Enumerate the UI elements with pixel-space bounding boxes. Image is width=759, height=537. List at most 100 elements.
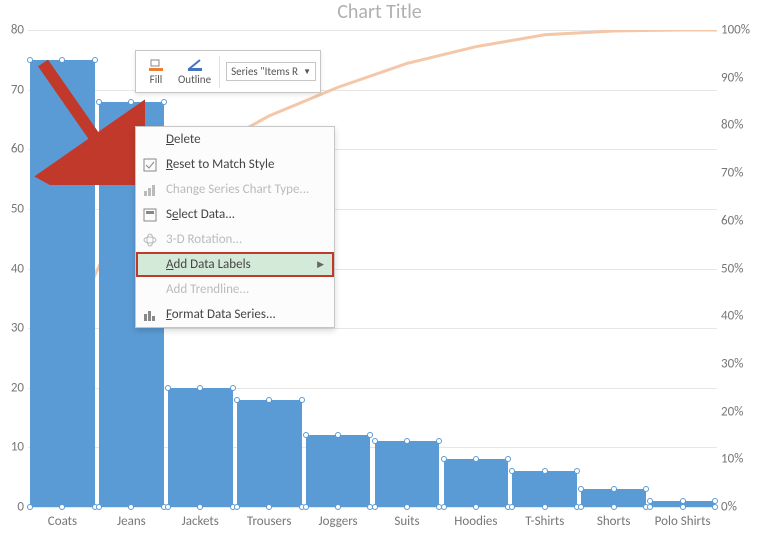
chevron-down-icon: ▼: [303, 67, 311, 77]
outline-button[interactable]: Outline: [172, 55, 217, 88]
y-right-tick-label: 30%: [721, 356, 759, 371]
selection-handle[interactable]: [542, 468, 548, 474]
x-tick-label: Suits: [394, 514, 419, 529]
selection-handle[interactable]: [578, 486, 584, 492]
selection-handle[interactable]: [404, 438, 410, 444]
x-tick-label: Jeans: [117, 514, 146, 529]
x-tick-label: Polo Shirts: [655, 514, 711, 529]
selection-handle[interactable]: [509, 468, 515, 474]
y-right-tick-label: 60%: [721, 213, 759, 228]
menu-item-format-data-series[interactable]: Format Data Series...: [136, 302, 334, 327]
bar[interactable]: [512, 471, 577, 507]
selection-handle[interactable]: [335, 504, 341, 510]
bar[interactable]: [375, 441, 440, 507]
selection-handle[interactable]: [509, 504, 515, 510]
selection-handle[interactable]: [404, 504, 410, 510]
x-tick-label: Shorts: [597, 514, 631, 529]
selection-handle[interactable]: [303, 504, 309, 510]
selection-handle[interactable]: [303, 432, 309, 438]
selection-handle[interactable]: [128, 504, 134, 510]
selection-handle[interactable]: [372, 504, 378, 510]
fill-button[interactable]: Fill: [140, 55, 172, 88]
mini-toolbar: Fill Outline Series "Items R ▼: [135, 50, 321, 93]
menu-item-delete[interactable]: Delete: [136, 127, 334, 152]
menu-item-label: Format Data Series...: [166, 307, 276, 322]
y-left-tick-label: 0: [0, 500, 24, 515]
menu-item-label: Delete: [166, 132, 201, 147]
menu-item-select-data[interactable]: Select Data...: [136, 202, 334, 227]
selection-handle[interactable]: [473, 504, 479, 510]
x-tick-label: Coats: [48, 514, 77, 529]
y-left-tick-label: 10: [0, 440, 24, 455]
menu-item-reset-to-match-style[interactable]: Reset to Match Style: [136, 152, 334, 177]
selection-handle[interactable]: [441, 504, 447, 510]
bar[interactable]: [168, 388, 233, 507]
selection-handle[interactable]: [542, 504, 548, 510]
selection-handle[interactable]: [335, 432, 341, 438]
fill-icon: [146, 57, 166, 73]
context-menu: Delete Reset to Match StyleChange Series …: [135, 126, 335, 328]
chevron-right-icon: ▶: [317, 259, 324, 270]
x-tick-label: Jackets: [182, 514, 219, 529]
series-selector-label: Series "Items R: [231, 65, 298, 78]
selection-handle[interactable]: [234, 397, 240, 403]
x-tick-label: Hoodies: [454, 514, 497, 529]
selection-handle[interactable]: [611, 504, 617, 510]
selection-handle[interactable]: [165, 385, 171, 391]
selection-handle[interactable]: [59, 57, 65, 63]
y-right-tick-label: 20%: [721, 404, 759, 419]
menu-item-label: Add Data Labels: [166, 257, 251, 272]
menu-item-change-series-chart-type: Change Series Chart Type...: [136, 177, 334, 202]
y-right-tick-label: 80%: [721, 118, 759, 133]
selection-handle[interactable]: [372, 438, 378, 444]
bar-series[interactable]: CoatsJeansJacketsTrousersJoggersSuitsHoo…: [28, 30, 717, 507]
y-right-tick-label: 0%: [721, 500, 759, 515]
fill-label: Fill: [150, 73, 163, 86]
format-icon: [142, 307, 158, 323]
selection-handle[interactable]: [197, 385, 203, 391]
selection-handle[interactable]: [165, 504, 171, 510]
selection-handle[interactable]: [712, 504, 718, 510]
selection-handle[interactable]: [647, 504, 653, 510]
y-left-tick-label: 30: [0, 321, 24, 336]
selection-handle[interactable]: [59, 504, 65, 510]
bar[interactable]: [444, 459, 509, 507]
selection-handle[interactable]: [96, 504, 102, 510]
chart-plot-area[interactable]: 010203040506070800%10%20%30%40%50%60%70%…: [28, 30, 717, 507]
rotation-3d-icon: [142, 232, 158, 248]
selection-handle[interactable]: [611, 486, 617, 492]
y-left-tick-label: 40: [0, 261, 24, 276]
bar[interactable]: [30, 60, 95, 507]
selection-handle[interactable]: [96, 99, 102, 105]
selection-handle[interactable]: [441, 456, 447, 462]
selection-handle[interactable]: [197, 504, 203, 510]
selection-handle[interactable]: [680, 504, 686, 510]
bar[interactable]: [237, 400, 302, 507]
selection-handle[interactable]: [27, 57, 33, 63]
select-data-icon: [142, 207, 158, 223]
menu-item-add-trendline: Add Trendline...: [136, 277, 334, 302]
selection-handle[interactable]: [578, 504, 584, 510]
bar[interactable]: [581, 489, 646, 507]
selection-handle[interactable]: [266, 397, 272, 403]
selection-handle[interactable]: [473, 456, 479, 462]
menu-item-add-data-labels[interactable]: Add Data Labels ▶: [136, 252, 334, 277]
outline-label: Outline: [178, 73, 211, 86]
y-right-tick-label: 40%: [721, 309, 759, 324]
outline-icon: [185, 57, 205, 73]
series-selector-dropdown[interactable]: Series "Items R ▼: [226, 62, 316, 81]
y-left-tick-label: 70: [0, 82, 24, 97]
y-left-tick-label: 80: [0, 23, 24, 38]
x-tick-label: Joggers: [319, 514, 358, 529]
toolbar-separator: [219, 56, 220, 88]
selection-handle[interactable]: [234, 504, 240, 510]
bar[interactable]: [650, 501, 715, 507]
selection-handle[interactable]: [266, 504, 272, 510]
chart-title: Chart Title: [0, 0, 759, 24]
bar[interactable]: [306, 435, 371, 507]
selection-handle[interactable]: [27, 504, 33, 510]
y-right-tick-label: 50%: [721, 261, 759, 276]
selection-handle[interactable]: [128, 99, 134, 105]
y-left-tick-label: 60: [0, 142, 24, 157]
y-right-tick-label: 90%: [721, 70, 759, 85]
